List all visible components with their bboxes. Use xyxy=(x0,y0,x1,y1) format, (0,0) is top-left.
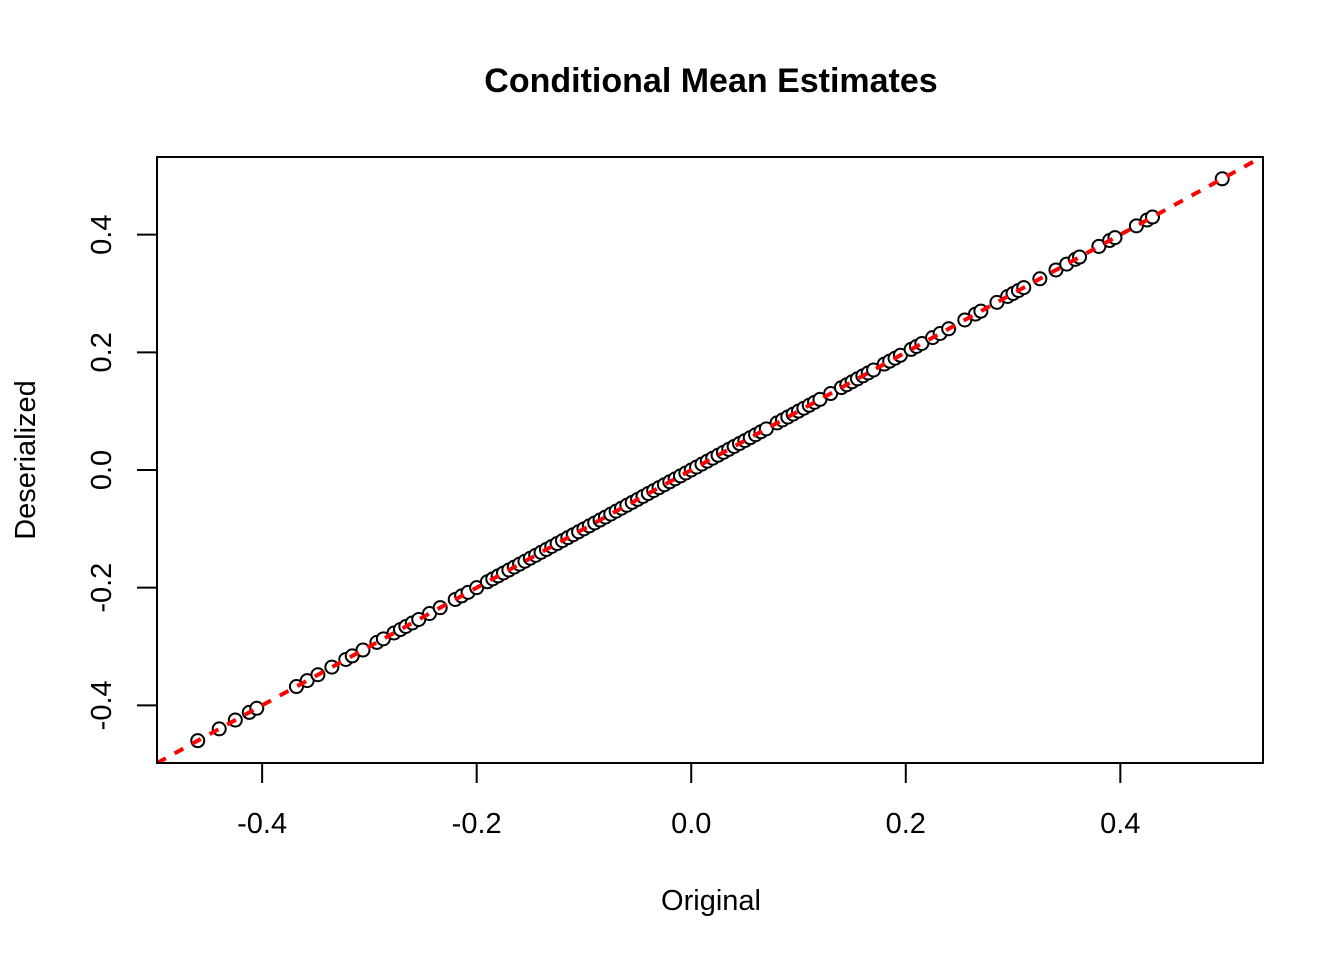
data-point xyxy=(1214,171,1230,187)
data-point xyxy=(1145,209,1161,225)
y-tick-label: 0.4 xyxy=(86,214,118,254)
x-axis: -0.4 -0.2 0.0 0.2 0.4 xyxy=(237,763,1140,840)
x-tick-label: 0.0 xyxy=(671,808,711,840)
chart-title: Conditional Mean Estimates xyxy=(484,62,937,100)
x-tick-label: 0.2 xyxy=(886,808,926,840)
y-tick-label: -0.2 xyxy=(86,563,118,613)
plot-frame xyxy=(156,156,1264,764)
y-axis-label: Deserialized xyxy=(10,380,42,540)
y-tick-label: -0.4 xyxy=(86,680,118,730)
x-tick-label: -0.2 xyxy=(452,808,502,840)
x-tick-label: -0.4 xyxy=(237,808,287,840)
x-axis-label: Original xyxy=(661,885,761,917)
y-axis: -0.4 -0.2 0.0 0.2 0.4 xyxy=(86,214,157,730)
x-tick-label: 0.4 xyxy=(1100,808,1140,840)
y-tick-label: 0.0 xyxy=(86,450,118,490)
data-point xyxy=(355,642,371,658)
y-tick-label: 0.2 xyxy=(86,332,118,372)
